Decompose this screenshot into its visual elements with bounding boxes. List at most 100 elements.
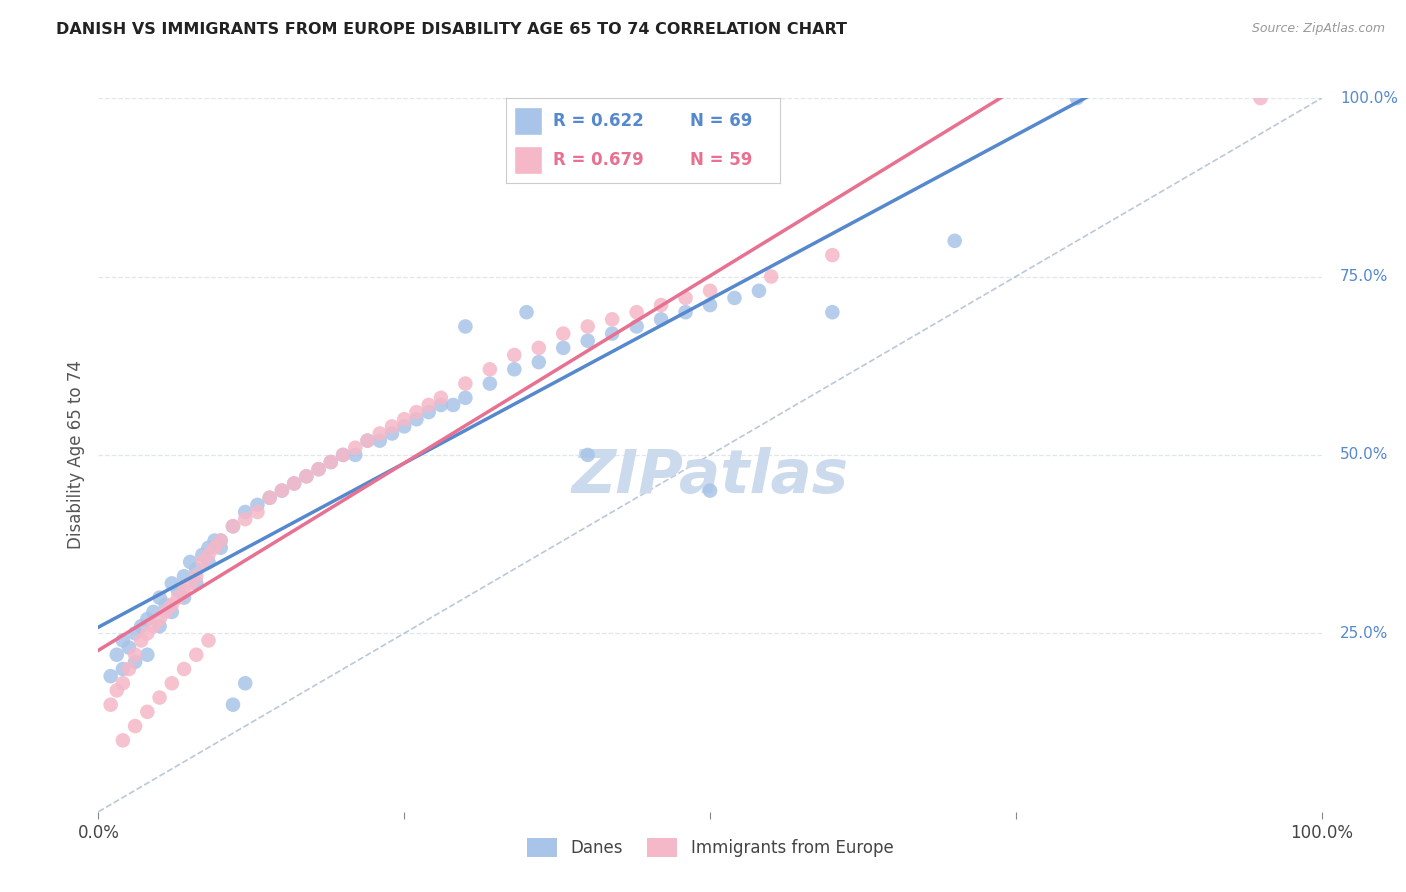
Point [283,476,305,491]
Point [186,569,208,583]
Point [675,291,697,305]
Point [1250,91,1272,105]
Point [405,412,427,426]
Point [576,319,599,334]
Point [430,391,453,405]
Point [319,455,342,469]
Point [527,341,550,355]
Point [209,533,232,548]
Point [650,298,672,312]
Point [222,519,245,533]
Point [118,662,141,676]
Point [626,319,648,334]
Point [270,483,294,498]
Point [124,655,146,669]
Point [527,355,550,369]
Point [295,469,318,483]
Point [430,398,453,412]
Point [478,362,501,376]
Point [246,498,269,512]
Point [160,605,183,619]
Point [308,462,330,476]
Point [233,505,256,519]
Point [167,591,190,605]
Point [111,662,134,676]
Point [222,519,245,533]
Point [149,612,172,626]
Point [503,348,526,362]
Point [356,434,378,448]
Point [155,605,177,619]
Point [197,541,219,555]
Point [441,398,464,412]
Point [136,626,159,640]
Point [209,541,232,555]
Point [723,291,745,305]
Point [381,419,404,434]
Point [308,462,330,476]
Text: R = 0.679: R = 0.679 [553,151,644,169]
Point [454,376,477,391]
Text: 25.0%: 25.0% [1340,626,1388,640]
Point [576,448,599,462]
Text: 100.0%: 100.0% [1340,91,1398,105]
Point [270,483,294,498]
Point [344,441,367,455]
Point [392,412,416,426]
Point [516,305,538,319]
Text: N = 69: N = 69 [690,112,752,130]
Point [149,591,172,605]
Text: 75.0%: 75.0% [1340,269,1388,284]
Point [173,583,195,598]
Point [191,555,214,569]
Point [454,391,477,405]
Point [356,434,378,448]
Point [111,733,134,747]
Point [136,648,159,662]
Point [600,326,623,341]
Point [405,405,427,419]
Point [118,640,141,655]
Point [454,319,477,334]
Point [503,362,526,376]
Point [197,633,219,648]
Text: Source: ZipAtlas.com: Source: ZipAtlas.com [1251,22,1385,36]
Point [129,633,152,648]
Point [943,234,966,248]
Text: R = 0.622: R = 0.622 [553,112,644,130]
Point [111,676,134,690]
Point [136,705,159,719]
Point [675,305,697,319]
Point [381,426,404,441]
Point [553,341,575,355]
Point [699,298,721,312]
Point [600,312,623,326]
FancyBboxPatch shape [515,146,541,175]
Point [111,633,134,648]
Point [160,576,183,591]
Point [186,562,208,576]
Point [160,676,183,690]
Point [761,269,783,284]
Point [553,326,575,341]
Point [699,483,721,498]
Point [222,698,245,712]
Point [332,448,354,462]
Point [173,662,195,676]
Point [392,419,416,434]
Point [105,648,128,662]
Point [173,591,195,605]
Point [204,541,226,555]
Point [1066,91,1088,105]
Text: DANISH VS IMMIGRANTS FROM EUROPE DISABILITY AGE 65 TO 74 CORRELATION CHART: DANISH VS IMMIGRANTS FROM EUROPE DISABIL… [56,22,848,37]
Point [576,334,599,348]
Point [197,555,219,569]
Text: ZIPatlas: ZIPatlas [571,447,849,506]
Point [155,598,177,612]
Y-axis label: Disability Age 65 to 74: Disability Age 65 to 74 [66,360,84,549]
Point [149,690,172,705]
Point [650,312,672,326]
Point [124,719,146,733]
Point [167,583,190,598]
Point [259,491,281,505]
